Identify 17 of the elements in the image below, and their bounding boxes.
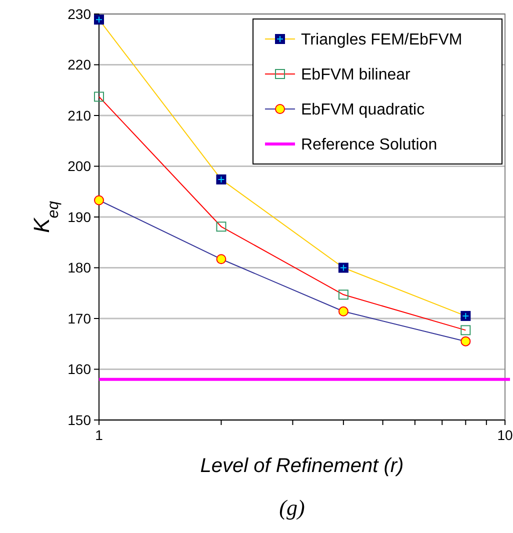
y-tick-label: 150 <box>68 412 92 428</box>
x-axis-title: Level of Refinement (r) <box>200 455 404 477</box>
x-tick-label: 10 <box>497 427 513 443</box>
y-tick-label: 210 <box>68 107 92 124</box>
legend-label: Reference Solution <box>301 136 438 154</box>
x-tick-label: 1 <box>95 427 104 443</box>
legend-label: Triangles FEM/EbFVM <box>301 32 462 49</box>
y-tick-label: 190 <box>68 208 92 225</box>
y-tick-label: 160 <box>68 361 92 378</box>
y-tick-label: 200 <box>68 158 92 174</box>
legend-label: EbFVM quadratic <box>301 102 425 119</box>
legend-label: EbFVM bilinear <box>301 66 412 84</box>
y-tick-label: 180 <box>68 260 92 276</box>
y-tick-label: 220 <box>68 56 92 73</box>
text: (g) <box>279 495 305 520</box>
y-tick-label: 230 <box>68 6 92 22</box>
y-tick-label: 170 <box>68 310 92 326</box>
